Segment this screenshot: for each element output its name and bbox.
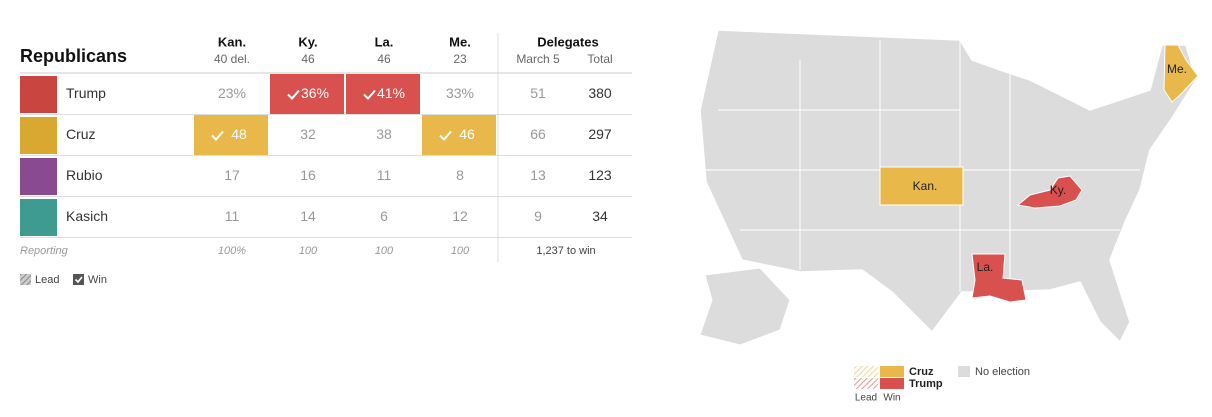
winner-cell bbox=[422, 115, 496, 155]
state-col-sub: 46 bbox=[301, 52, 315, 66]
us-map: Kan. Ky. La. Me. bbox=[699, 29, 1199, 346]
result: 12 bbox=[452, 208, 468, 224]
result: 36% bbox=[301, 85, 329, 101]
avatar bbox=[20, 76, 57, 113]
state-col-sub: 40 del. bbox=[214, 52, 250, 66]
state-label: La. bbox=[977, 260, 994, 274]
reporting-value: 100 bbox=[375, 245, 394, 257]
delegates-march5: 66 bbox=[530, 126, 546, 142]
result: 6 bbox=[380, 208, 388, 224]
win-swatch bbox=[880, 366, 904, 377]
state-winner bbox=[971, 253, 1027, 303]
result: 32 bbox=[300, 126, 316, 142]
state-col: Me. bbox=[449, 34, 471, 49]
no-election-swatch bbox=[958, 366, 970, 377]
state-label: Me. bbox=[1167, 62, 1187, 76]
state-col: La. bbox=[375, 34, 394, 49]
lead-swatch bbox=[854, 378, 878, 389]
check bbox=[287, 89, 300, 100]
delegates-col: Total bbox=[587, 52, 612, 66]
candidate-name: Cruz bbox=[66, 126, 96, 142]
result: 17 bbox=[224, 167, 240, 183]
lead-swatch bbox=[20, 274, 31, 285]
avatar bbox=[20, 158, 57, 195]
avatar bbox=[20, 117, 57, 154]
delegates-total: 123 bbox=[588, 167, 612, 183]
winner-cell bbox=[270, 74, 344, 114]
delegates-total: 297 bbox=[588, 126, 612, 142]
delegates-title: Delegates bbox=[537, 34, 598, 49]
map-lead-label: Lead bbox=[855, 393, 877, 404]
reporting-value: 100% bbox=[218, 245, 246, 257]
delegates-march5: 13 bbox=[530, 167, 546, 183]
reporting-value: 100 bbox=[299, 245, 318, 257]
reporting-label: Reporting bbox=[20, 245, 69, 257]
delegates-total: 34 bbox=[592, 208, 608, 224]
result: 11 bbox=[225, 208, 240, 224]
candidate-name: Rubio bbox=[66, 167, 103, 183]
candidate-legend: Trump bbox=[909, 378, 943, 390]
winner-cell bbox=[194, 115, 268, 155]
win-swatch bbox=[73, 274, 84, 285]
reporting-value: 100 bbox=[451, 245, 470, 257]
state-winner bbox=[1163, 44, 1199, 103]
result: 46 bbox=[459, 126, 475, 142]
state-label: Ky. bbox=[1050, 183, 1066, 197]
result: 41% bbox=[377, 85, 405, 101]
state-col: Ky. bbox=[298, 34, 317, 49]
result: 38 bbox=[376, 126, 392, 142]
delegates-march5: 9 bbox=[534, 208, 542, 224]
lead-swatch bbox=[854, 366, 878, 377]
result: 48 bbox=[231, 126, 247, 142]
avatar bbox=[20, 199, 57, 236]
state-borders bbox=[706, 40, 1140, 292]
check bbox=[211, 130, 224, 141]
result: 8 bbox=[456, 167, 464, 183]
check bbox=[439, 130, 452, 141]
win-check bbox=[74, 276, 83, 284]
state-col-sub: 23 bbox=[453, 52, 467, 66]
no-election-label: No election bbox=[975, 366, 1030, 378]
result: 14 bbox=[300, 208, 316, 224]
alaska bbox=[699, 267, 791, 346]
result: 16 bbox=[300, 167, 316, 183]
candidate-legend: Cruz bbox=[909, 366, 934, 378]
candidate-name: Kasich bbox=[66, 208, 108, 224]
result: 11 bbox=[377, 167, 392, 183]
table-title: Republicans bbox=[20, 46, 127, 66]
lead-label: Lead bbox=[35, 274, 59, 286]
result: 33% bbox=[446, 85, 474, 101]
win-label: Win bbox=[88, 274, 107, 286]
state-winner bbox=[879, 166, 964, 206]
win-swatch bbox=[880, 378, 904, 389]
delegates-total: 380 bbox=[588, 85, 612, 101]
state-col: Kan. bbox=[218, 34, 246, 49]
to-win: 1,237 to win bbox=[536, 245, 595, 257]
state-col-sub: 46 bbox=[377, 52, 391, 66]
map-win-label: Win bbox=[883, 393, 900, 404]
winner-cell bbox=[346, 74, 420, 114]
state-label: Kan. bbox=[913, 179, 938, 193]
check bbox=[363, 89, 376, 100]
delegates-col: March 5 bbox=[516, 52, 560, 66]
delegates-march5: 51 bbox=[530, 85, 546, 101]
state-winner bbox=[1016, 175, 1083, 209]
result: 23% bbox=[218, 85, 246, 101]
candidate-name: Trump bbox=[66, 85, 106, 101]
